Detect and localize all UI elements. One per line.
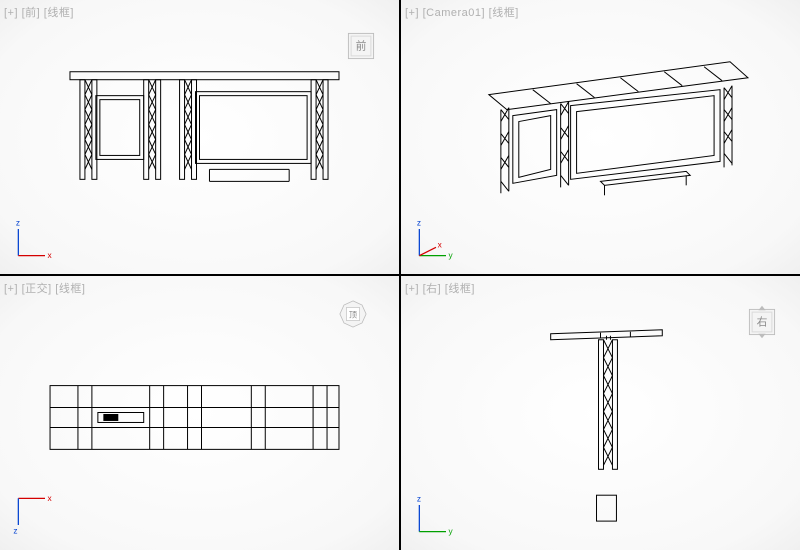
viewport-front[interactable]: [+] [前] [线框] 前 (0, 0, 399, 274)
viewport-grid: [+] [前] [线框] 前 (0, 0, 800, 550)
viewport-right[interactable]: [+] [右] [线框] 右 (401, 276, 800, 550)
model-front-drawing (0, 0, 399, 274)
viewport-camera01[interactable]: [+] [Camera01] [线框] (401, 0, 800, 274)
viewport-top[interactable]: [+] [正交] [线框] 顶 (0, 276, 399, 550)
model-perspective-drawing (401, 0, 800, 274)
model-right-drawing (401, 276, 800, 550)
model-top-drawing (0, 276, 399, 550)
